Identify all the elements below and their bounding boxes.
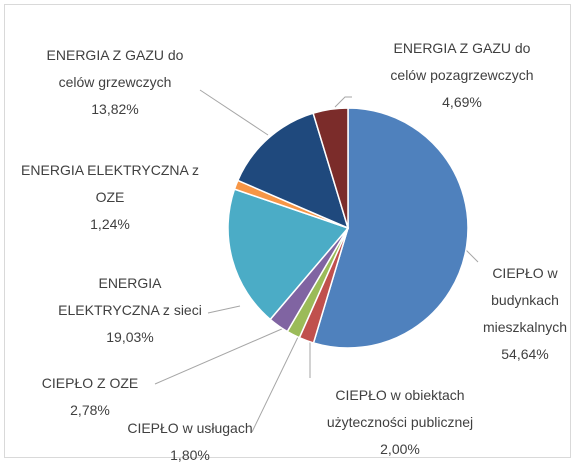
- data-label: ENERGIA ELEKTRYCZNA z OZE 1,24%: [20, 157, 200, 238]
- category-label: CIEPŁO w obiektach użyteczności publiczn…: [326, 387, 474, 430]
- data-label: CIEPŁO w budynkach mieszkalnych 54,64%: [475, 260, 575, 368]
- leader-line: [334, 96, 352, 108]
- pie-slice: [236, 112, 350, 230]
- pie-slice: [312, 107, 469, 349]
- data-label: CIEPŁO w obiektach użyteczności publiczn…: [300, 382, 500, 463]
- category-label: ENERGIA ELEKTRYCZNA z OZE: [21, 162, 199, 205]
- value-label: 19,03%: [106, 329, 154, 345]
- data-label: CIEPŁO w usługach 1,80%: [105, 415, 275, 464]
- value-label: 4,69%: [442, 94, 482, 110]
- value-label: 2,78%: [70, 402, 110, 418]
- category-label: ENERGIA ELEKTRYCZNA z sieci: [58, 275, 202, 318]
- data-label: ENERGIA Z GAZU do celów grzewczych 13,82%: [45, 42, 185, 123]
- leader-line: [251, 336, 299, 433]
- data-label: CIEPŁO Z OZE 2,78%: [20, 370, 160, 424]
- leader-line: [207, 305, 241, 314]
- data-label: ENERGIA ELEKTRYCZNA z sieci 19,03%: [52, 270, 208, 351]
- pie-slice: [227, 188, 350, 321]
- leader-line: [154, 327, 285, 385]
- value-label: 1,80%: [170, 447, 210, 463]
- value-label: 13,82%: [91, 101, 139, 117]
- pie-slice: [312, 107, 349, 229]
- leader-line: [199, 89, 269, 136]
- category-label: CIEPŁO w budynkach mieszkalnych: [482, 265, 568, 335]
- category-label: CIEPŁO Z OZE: [41, 375, 139, 391]
- leader-line: [465, 249, 479, 263]
- category-label: ENERGIA Z GAZU do celów grzewczych: [46, 47, 184, 90]
- value-label: 1,24%: [90, 216, 130, 232]
- data-label: ENERGIA Z GAZU do celów pozagrzewczych 4,…: [382, 35, 542, 116]
- chart-border: [4, 4, 571, 458]
- value-label: 54,64%: [501, 346, 549, 362]
- category-label: ENERGIA Z GAZU do celów pozagrzewczych: [390, 40, 534, 83]
- category-label: CIEPŁO w usługach: [127, 420, 253, 436]
- value-label: 2,00%: [380, 441, 420, 457]
